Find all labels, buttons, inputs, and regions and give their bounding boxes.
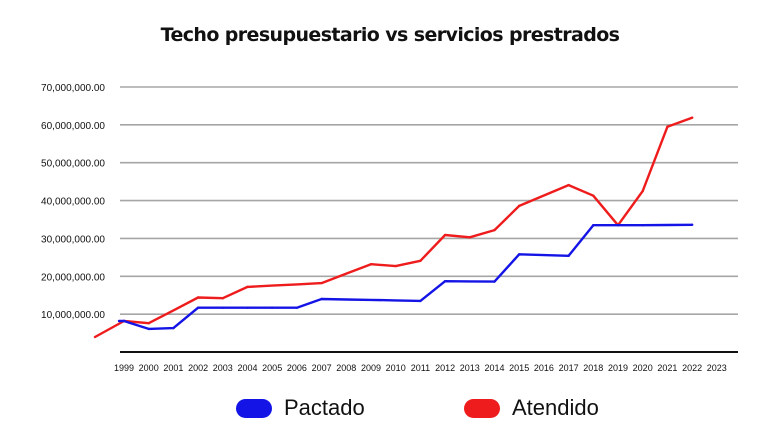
x-tick-label: 2013 [460,363,480,373]
data-point-pactado [172,326,175,330]
x-tick-label: 2002 [188,363,208,373]
chart-title: Techo presupuestario vs servicios prestr… [160,24,620,46]
data-point-atendido [369,262,373,266]
x-tick-label: 2008 [336,363,356,373]
x-tick-label: 2020 [633,363,653,373]
data-point-pactado [147,327,150,331]
data-point-pactado [518,253,521,256]
y-tick-label: 40,000,000.00 [41,197,105,208]
data-point-pactado [295,306,299,309]
data-point-pactado [246,306,249,309]
data-point-atendido [246,285,249,289]
legend-label-atendido: Atendido [512,395,599,420]
x-tick-label: 2009 [361,363,381,373]
data-point-atendido [690,116,694,119]
data-point-pactado [122,319,126,323]
data-point-pactado [320,297,323,301]
x-tick-label: 2018 [583,363,603,373]
data-point-pactado [567,254,570,258]
data-point-pactado [443,280,447,283]
x-tick-label: 2007 [312,363,332,373]
series-line-atendido [93,116,694,339]
data-point-pactado [690,223,694,226]
data-point-pactado [271,306,274,309]
x-tick-label: 2001 [163,363,183,373]
data-point-atendido [147,322,150,325]
data-point-atendido [394,264,397,268]
x-tick-label: 2016 [534,363,554,373]
x-tick-label: 2017 [559,363,579,373]
data-point-atendido [221,297,224,300]
data-point-atendido [493,228,496,232]
data-point-atendido [468,236,471,239]
data-point-pactado [616,223,620,227]
x-tick-label: 2023 [707,363,727,373]
data-point-atendido [443,233,447,237]
x-tick-label: 2006 [287,363,307,373]
y-tick-label: 10,000,000.00 [41,310,105,321]
x-tick-label: 2019 [608,363,628,373]
data-point-atendido [641,189,644,193]
data-point-atendido [666,125,669,128]
data-point-atendido [592,194,595,197]
data-point-atendido [518,204,521,208]
legend-swatch-atendido [464,398,500,418]
x-tick-label: 2022 [682,363,702,373]
y-tick-label: 50,000,000.00 [41,159,105,170]
x-tick-label: 2005 [262,363,282,373]
legend-label-pactado: Pactado [284,395,365,420]
x-tick-label: 1999 [114,363,134,373]
data-point-pactado [419,299,422,303]
x-tick-label: 2011 [411,363,430,373]
y-tick-label: 20,000,000.00 [41,272,105,283]
data-point-atendido [419,259,422,262]
x-tick-label: 2014 [484,363,504,373]
data-point-pactado [592,223,595,227]
x-tick-label: 2015 [509,363,529,373]
x-tick-label: 2000 [139,363,159,373]
y-tick-label: 70,000,000.00 [41,83,105,94]
x-tick-label: 2004 [237,363,257,373]
y-tick-label: 30,000,000.00 [41,234,105,245]
legend-item-pactado: Pactado [236,394,365,422]
data-point-pactado [493,280,496,283]
x-tick-label: 2003 [213,363,233,373]
x-tick-label: 2021 [657,363,677,373]
legend-item-atendido: Atendido [464,394,599,422]
x-tick-label: 2012 [435,363,455,373]
data-point-pactado [641,223,644,227]
data-point-atendido [320,281,323,285]
data-point-atendido [567,183,570,187]
data-point-pactado [196,306,200,309]
data-point-pactado [221,306,224,309]
x-tick-label: 2010 [386,363,406,373]
data-point-atendido [196,296,200,299]
y-tick-label: 60,000,000.00 [41,121,105,132]
legend-swatch-pactado [236,398,272,418]
